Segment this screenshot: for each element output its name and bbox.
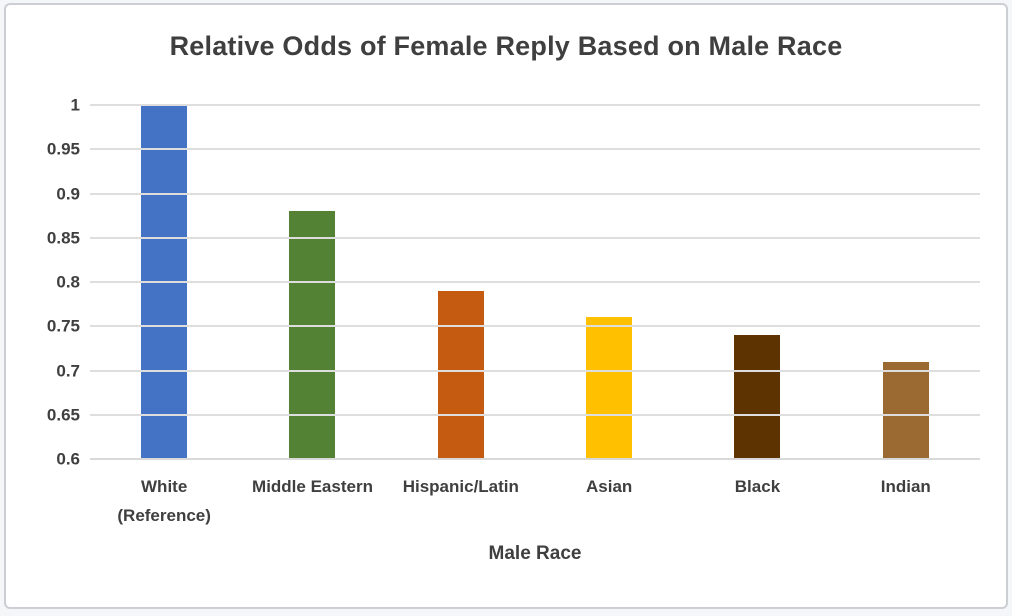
- y-tick-label: 0.8: [56, 272, 80, 292]
- y-tick-label: 0.75: [46, 316, 80, 336]
- x-category-label: White (Reference): [117, 477, 211, 525]
- x-axis-title: Male Race: [488, 543, 582, 564]
- y-tick-label: 0.65: [46, 405, 80, 425]
- x-cell: Asian: [535, 473, 683, 531]
- y-tick-label: 0.6: [56, 449, 80, 469]
- x-cell: Black: [683, 473, 831, 531]
- gridline: [90, 236, 980, 239]
- x-category-label: Middle Eastern: [252, 477, 373, 496]
- x-cell: Hispanic/Latin: [387, 473, 535, 531]
- bar-cell: [238, 105, 386, 459]
- plot-area: [90, 104, 980, 460]
- x-axis: White (Reference) Middle Eastern Hispanic/…: [90, 473, 980, 531]
- y-axis: 1 0.95 0.9 0.85 0.8 0.75 0.7 0.65 0.6: [6, 97, 80, 468]
- y-tick-label: 0.85: [46, 228, 80, 248]
- bar-cell: [683, 105, 831, 459]
- y-tick-label: 1: [70, 95, 80, 115]
- bar-middle-eastern: [289, 211, 336, 459]
- x-cell: Indian: [832, 473, 980, 531]
- gridline: [90, 281, 980, 283]
- gridline: [90, 325, 980, 328]
- bar-black: [734, 335, 781, 459]
- chart-card: Relative Odds of Female Reply Based on M…: [4, 3, 1008, 609]
- bar-indian: [882, 361, 929, 459]
- bar-cell: [535, 105, 683, 459]
- x-category-label: Indian: [880, 477, 931, 496]
- x-cell: White (Reference): [90, 473, 238, 531]
- gridline: [90, 104, 980, 106]
- y-tick-label: 0.9: [56, 184, 80, 203]
- bars-row: [90, 105, 980, 459]
- x-category-label: Asian: [586, 477, 633, 496]
- bar-hispanic-latin: [437, 290, 484, 459]
- gridline: [90, 148, 980, 151]
- x-cell: Middle Eastern: [238, 473, 386, 531]
- gridline: [90, 413, 980, 416]
- y-tick-label: 0.95: [46, 139, 80, 159]
- gridline: [90, 192, 980, 195]
- gridline: [90, 369, 980, 372]
- bar-asian: [586, 317, 633, 459]
- bar-cell: [387, 105, 535, 459]
- x-category-label: Hispanic/Latin: [402, 477, 519, 496]
- y-tick-label: 0.7: [56, 361, 80, 380]
- chart-title: Relative Odds of Female Reply Based on M…: [169, 31, 843, 61]
- bar-cell: [832, 105, 980, 459]
- x-category-label: Black: [734, 477, 781, 496]
- gridline: [90, 458, 980, 460]
